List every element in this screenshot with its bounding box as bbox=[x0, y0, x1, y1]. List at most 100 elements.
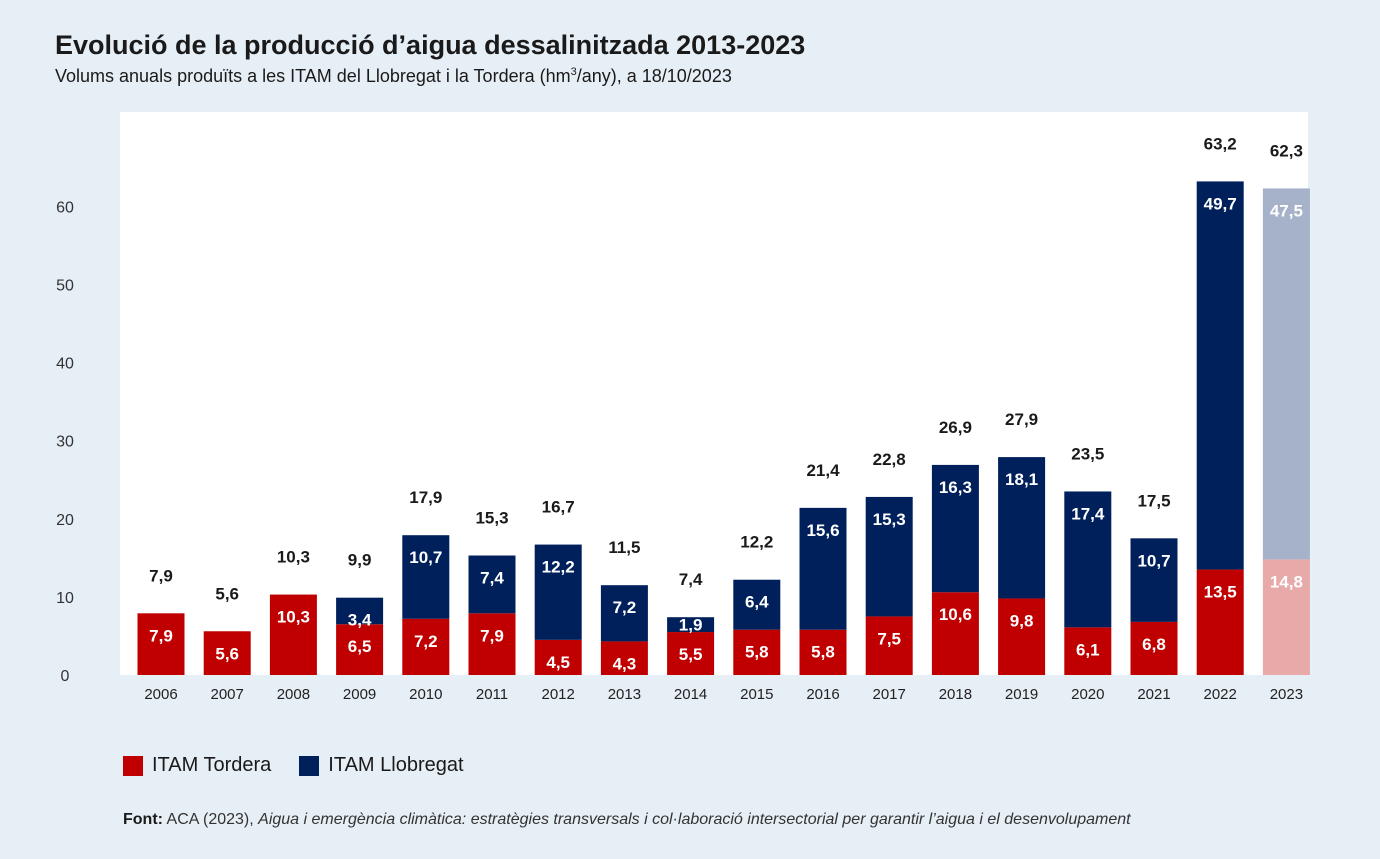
label-llobregat-2013: 7,2 bbox=[613, 598, 637, 617]
y-tick-label: 60 bbox=[56, 199, 74, 216]
x-tick-label-2010: 2010 bbox=[409, 686, 442, 703]
label-llobregat-2009: 3,4 bbox=[348, 611, 372, 630]
x-tick-label-2009: 2009 bbox=[343, 686, 376, 703]
bar-llobregat-2010 bbox=[402, 535, 450, 619]
source-note: Font: ACA (2023), Aigua i emergència cli… bbox=[123, 811, 1131, 828]
label-llobregat-2014: 1,9 bbox=[679, 616, 703, 635]
bar-llobregat-2021 bbox=[1130, 538, 1178, 622]
bar-tordera-2013 bbox=[600, 641, 648, 675]
x-tick-label-2019: 2019 bbox=[1005, 686, 1038, 703]
bar-tordera-2012 bbox=[534, 639, 582, 675]
bar-llobregat-2014 bbox=[667, 617, 715, 633]
label-total-2007: 5,6 bbox=[215, 584, 239, 603]
y-axis: 0 10 20 30 40 50 60 bbox=[56, 199, 74, 685]
x-tick-label-2015: 2015 bbox=[740, 686, 773, 703]
label-total-2016: 21,4 bbox=[806, 461, 840, 480]
label-tordera-2017: 7,5 bbox=[877, 629, 901, 648]
label-total-2010: 17,9 bbox=[409, 488, 442, 507]
bar-tordera-2008 bbox=[269, 594, 317, 675]
x-axis: 2006 2007 2008 2009 2010 2011 2012 2013 2014 2015… bbox=[144, 686, 1303, 703]
x-tick-label-2007: 2007 bbox=[211, 686, 244, 703]
label-total-2013: 11,5 bbox=[608, 538, 640, 557]
legend-swatch-tordera bbox=[123, 755, 143, 776]
label-total-2014: 7,4 bbox=[679, 570, 703, 589]
label-llobregat-2020: 17,4 bbox=[1071, 504, 1105, 523]
label-total-2017: 22,8 bbox=[873, 450, 906, 469]
x-tick-label-2008: 2008 bbox=[277, 686, 310, 703]
bar-tordera-2016 bbox=[799, 629, 847, 675]
label-tordera-2015: 5,8 bbox=[745, 643, 769, 662]
bar-llobregat-2019 bbox=[998, 457, 1046, 599]
x-tick-label-2014: 2014 bbox=[674, 686, 707, 703]
bar-llobregat-2013 bbox=[600, 585, 648, 642]
x-tick-label-2006: 2006 bbox=[144, 686, 177, 703]
label-tordera-2021: 6,8 bbox=[1142, 635, 1166, 654]
bar-tordera-2019 bbox=[998, 598, 1046, 675]
label-tordera-2006: 7,9 bbox=[149, 626, 173, 645]
x-tick-label-2013: 2013 bbox=[608, 686, 641, 703]
bar-tordera-2015 bbox=[733, 629, 781, 675]
legend: ITAM Tordera ITAM Llobregat bbox=[123, 754, 464, 777]
label-total-2022: 63,2 bbox=[1204, 134, 1237, 153]
bar-tordera-2006 bbox=[137, 613, 185, 675]
bar-tordera-2011 bbox=[468, 613, 516, 675]
chart-title: Evolució de la producció d’aigua dessali… bbox=[55, 30, 806, 60]
bar-tordera-2023 bbox=[1262, 559, 1310, 675]
label-llobregat-2011: 7,4 bbox=[480, 569, 504, 588]
y-tick-label: 0 bbox=[61, 668, 70, 685]
bar-tordera-2022 bbox=[1196, 569, 1244, 675]
bar-llobregat-2017 bbox=[865, 496, 913, 617]
legend-item-tordera: ITAM Tordera bbox=[123, 754, 271, 777]
bar-tordera-2014 bbox=[667, 632, 715, 675]
label-total-2011: 15,3 bbox=[475, 509, 508, 528]
label-tordera-2016: 5,8 bbox=[811, 643, 835, 662]
bar-tordera-2018 bbox=[931, 592, 979, 675]
label-llobregat-2015: 6,4 bbox=[745, 593, 769, 612]
label-llobregat-2017: 15,3 bbox=[873, 510, 906, 529]
bar-tordera-2021 bbox=[1130, 621, 1178, 675]
bar-llobregat-2023 bbox=[1262, 188, 1310, 560]
label-llobregat-2018: 16,3 bbox=[939, 478, 972, 497]
label-total-2019: 27,9 bbox=[1005, 410, 1038, 429]
label-tordera-2007: 5,6 bbox=[215, 644, 239, 663]
x-tick-label-2023: 2023 bbox=[1270, 686, 1303, 703]
y-tick-label: 40 bbox=[56, 356, 74, 373]
label-tordera-2022: 13,5 bbox=[1204, 583, 1237, 602]
label-total-2008: 10,3 bbox=[277, 548, 310, 567]
y-tick-label: 50 bbox=[56, 278, 74, 295]
label-tordera-2023: 14,8 bbox=[1270, 572, 1303, 591]
bar-llobregat-2018 bbox=[931, 464, 979, 593]
label-tordera-2009: 6,5 bbox=[348, 637, 372, 656]
x-tick-label-2011: 2011 bbox=[476, 686, 508, 703]
y-tick-label: 10 bbox=[56, 590, 74, 607]
label-llobregat-2019: 18,1 bbox=[1005, 470, 1038, 489]
label-tordera-2018: 10,6 bbox=[939, 605, 972, 624]
legend-item-llobregat: ITAM Llobregat bbox=[299, 754, 464, 777]
label-tordera-2013: 4,3 bbox=[613, 654, 637, 673]
bar-tordera-2007 bbox=[203, 631, 251, 675]
label-tordera-2019: 9,8 bbox=[1010, 611, 1034, 630]
bars-group: 7,9 7,9 5,6 5,6 10,3 10,3 6,5 3,4 9,9 7,2 10,7 17,9… bbox=[137, 134, 1310, 675]
bar-tordera-2020 bbox=[1064, 627, 1112, 675]
label-tordera-2011: 7,9 bbox=[480, 626, 504, 645]
label-llobregat-2023: 47,5 bbox=[1270, 201, 1303, 220]
label-tordera-2012: 4,5 bbox=[546, 653, 570, 672]
plot-area bbox=[120, 112, 1308, 675]
x-tick-label-2021: 2021 bbox=[1137, 686, 1170, 703]
bar-tordera-2017 bbox=[865, 616, 913, 675]
bar-tordera-2009 bbox=[336, 624, 384, 675]
x-tick-label-2016: 2016 bbox=[806, 686, 839, 703]
bar-tordera-2010 bbox=[402, 618, 450, 675]
bar-llobregat-2009 bbox=[336, 597, 384, 625]
label-total-2015: 12,2 bbox=[740, 533, 773, 552]
bar-llobregat-2015 bbox=[733, 579, 781, 630]
label-total-2012: 16,7 bbox=[542, 498, 575, 517]
bar-llobregat-2020 bbox=[1064, 491, 1112, 628]
bar-llobregat-2012 bbox=[534, 544, 582, 640]
x-tick-label-2022: 2022 bbox=[1204, 686, 1237, 703]
y-tick-label: 30 bbox=[56, 434, 74, 451]
chart-subtitle: Volums anuals produïts a les ITAM del Ll… bbox=[55, 66, 732, 86]
legend-label-tordera: ITAM Tordera bbox=[152, 754, 272, 776]
x-tick-label-2020: 2020 bbox=[1071, 686, 1104, 703]
label-tordera-2010: 7,2 bbox=[414, 632, 438, 651]
